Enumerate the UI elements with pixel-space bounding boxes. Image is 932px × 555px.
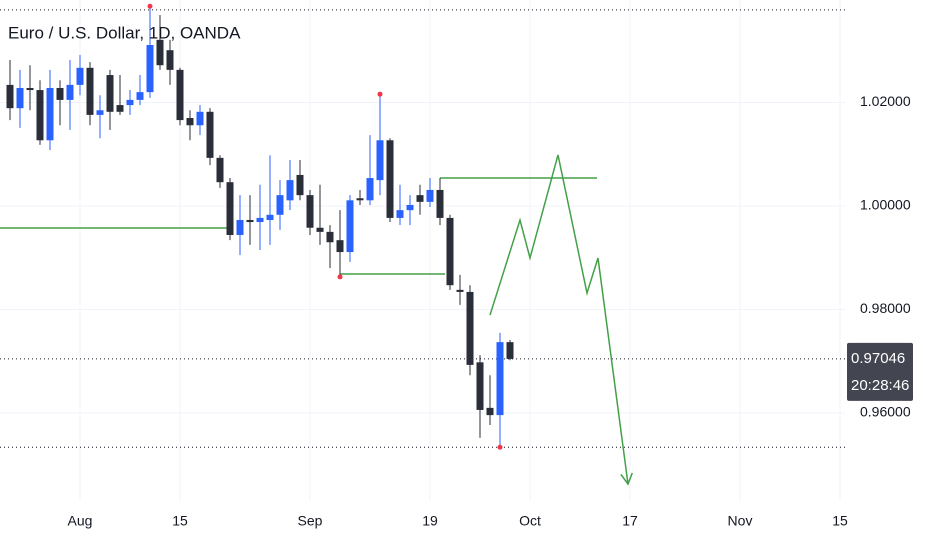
candle-body	[116, 105, 124, 112]
candle-body	[206, 111, 214, 158]
candle-body	[376, 140, 384, 181]
y-tick-label: 1.00000	[860, 197, 911, 213]
candle-body	[386, 140, 394, 218]
candle-body	[266, 214, 274, 220]
candle-body	[496, 342, 504, 416]
candle-body	[76, 67, 84, 85]
candle-body	[196, 111, 204, 126]
candle-body	[256, 217, 264, 223]
candle-body	[176, 69, 184, 121]
candle-body	[416, 195, 424, 202]
candle-body	[346, 200, 354, 253]
candle-body	[296, 174, 304, 196]
price-label-box	[847, 342, 913, 401]
candle-body	[506, 342, 514, 359]
candle-body	[136, 92, 144, 100]
candle-body	[456, 289, 464, 292]
candle-body	[226, 182, 234, 235]
candle-body	[276, 195, 284, 215]
pivot-dot	[377, 91, 383, 97]
countdown-label: 20:28:46	[851, 377, 909, 394]
candle-body	[426, 189, 434, 202]
candle-body	[236, 219, 244, 235]
candle-body	[146, 45, 154, 93]
candle-body	[186, 118, 194, 126]
projection-arrowhead	[620, 472, 634, 486]
candle-body	[476, 362, 484, 410]
candle-body	[396, 210, 404, 218]
candle-body	[486, 407, 494, 416]
candle-body	[436, 189, 444, 218]
y-tick-label: 0.98000	[860, 300, 911, 316]
candle-body	[406, 204, 414, 211]
candle-body	[446, 217, 454, 286]
y-tick-label: 1.02000	[860, 93, 911, 109]
x-tick-label: 15	[832, 513, 848, 529]
candle-body	[16, 87, 24, 109]
candle-body	[56, 87, 64, 100]
x-tick-label: Aug	[68, 513, 93, 529]
candle-body	[466, 291, 474, 365]
chart-title: Euro / U.S. Dollar, 1D, OANDA	[8, 23, 241, 42]
last-price-label: 0.97046	[851, 350, 905, 367]
pivot-dot	[147, 3, 153, 9]
candle-body	[316, 227, 324, 232]
candle-body	[286, 180, 294, 201]
x-tick-label: Sep	[298, 513, 323, 529]
candle-body	[156, 39, 164, 66]
candle-body	[96, 110, 104, 115]
x-tick-label: 17	[622, 513, 638, 529]
candle-body	[46, 87, 54, 141]
pivot-dot	[337, 274, 343, 280]
x-tick-label: 19	[422, 513, 438, 529]
x-tick-label: 15	[172, 513, 188, 529]
x-tick-label: Nov	[728, 513, 753, 529]
y-tick-label: 0.96000	[860, 404, 911, 420]
candle-body	[356, 198, 364, 201]
x-tick-label: Oct	[519, 513, 541, 529]
candle-body	[166, 50, 174, 70]
candle-body	[216, 157, 224, 183]
candle-body	[6, 84, 14, 109]
candle-body	[26, 87, 34, 91]
candle-body	[106, 75, 114, 112]
candle-body	[66, 84, 74, 100]
candle-body	[366, 178, 374, 201]
candle-body	[126, 99, 134, 106]
candle-body	[36, 90, 44, 141]
candle-body	[86, 67, 94, 115]
candle-body	[246, 219, 254, 223]
projection-line	[489, 154, 629, 485]
candle-body	[306, 195, 314, 228]
candle-body	[336, 240, 344, 253]
pivot-dot	[497, 444, 503, 450]
candle-body	[326, 231, 334, 243]
